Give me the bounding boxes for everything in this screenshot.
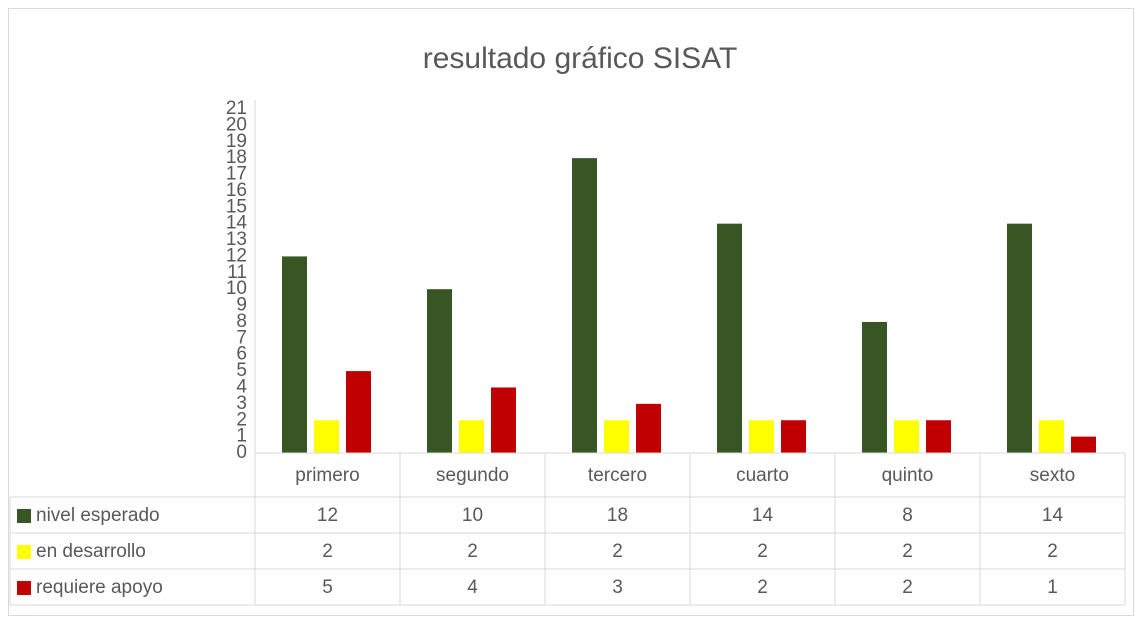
- table-value: 5: [322, 577, 333, 598]
- table-value: 14: [752, 505, 774, 526]
- table-value: 2: [467, 541, 478, 562]
- table-value: 18: [607, 505, 628, 526]
- table-value: 1: [1047, 577, 1058, 598]
- y-tick-label: 5: [236, 360, 247, 381]
- bar: [926, 420, 951, 453]
- bar: [491, 387, 516, 453]
- y-tick-label: 21: [226, 98, 247, 119]
- legend-label: requiere apoyo: [36, 577, 163, 598]
- y-tick-label: 4: [236, 376, 247, 397]
- y-tick-label: 16: [226, 180, 247, 201]
- y-tick-label: 20: [226, 114, 247, 135]
- legend-label: nivel esperado: [36, 505, 160, 526]
- bar: [1007, 223, 1032, 453]
- bar: [459, 420, 484, 453]
- table-value: 12: [317, 505, 338, 526]
- table-value: 2: [902, 541, 913, 562]
- bar: [1039, 420, 1064, 453]
- y-tick-label: 2: [236, 409, 247, 430]
- y-tick-label: 0: [236, 442, 247, 463]
- bar: [427, 289, 452, 453]
- table-value: 2: [322, 541, 333, 562]
- y-tick-label: 9: [236, 295, 247, 316]
- chart-title: resultado gráfico SISAT: [423, 42, 738, 75]
- bar: [314, 420, 339, 453]
- y-tick-label: 14: [226, 213, 248, 234]
- x-tick-label: sexto: [1030, 465, 1075, 486]
- y-tick-label: 8: [236, 311, 247, 332]
- y-tick-label: 12: [226, 245, 247, 266]
- bar: [636, 403, 661, 453]
- y-tick-label: 19: [226, 131, 247, 152]
- y-tick-label: 18: [226, 147, 247, 168]
- x-tick-label: quinto: [882, 465, 934, 486]
- table-value: 3: [612, 577, 623, 598]
- y-tick-label: 1: [236, 426, 247, 447]
- x-tick-label: segundo: [436, 465, 509, 486]
- bar: [572, 158, 597, 453]
- bar: [781, 420, 806, 453]
- bar: [749, 420, 774, 453]
- y-tick-label: 10: [226, 278, 247, 299]
- x-tick-label: tercero: [588, 465, 647, 486]
- y-tick-label: 11: [227, 262, 247, 283]
- legend-swatch: [17, 545, 31, 559]
- bar: [717, 223, 742, 453]
- chart-frame: [8, 8, 1134, 616]
- table-value: 2: [757, 541, 768, 562]
- legend-swatch: [17, 509, 31, 523]
- table-value: 2: [902, 577, 913, 598]
- bar: [862, 321, 887, 453]
- table-value: 14: [1042, 505, 1064, 526]
- bar: [346, 371, 371, 453]
- table-value: 2: [612, 541, 623, 562]
- y-tick-label: 17: [226, 164, 247, 185]
- legend-swatch: [17, 581, 31, 595]
- y-tick-label: 15: [226, 196, 247, 217]
- table-value: 2: [757, 577, 768, 598]
- table-value: 2: [1047, 541, 1058, 562]
- legend-label: en desarrollo: [36, 541, 146, 562]
- bar: [282, 256, 307, 453]
- y-tick-label: 13: [226, 229, 247, 250]
- x-tick-label: primero: [295, 465, 359, 486]
- table-value: 8: [902, 505, 913, 526]
- bar: [894, 420, 919, 453]
- table-value: 10: [462, 505, 483, 526]
- y-tick-label: 7: [236, 327, 247, 348]
- y-tick-label: 6: [236, 344, 247, 365]
- x-tick-label: cuarto: [736, 465, 789, 486]
- bar: [1071, 436, 1096, 453]
- table-value: 4: [467, 577, 478, 598]
- bar: [604, 420, 629, 453]
- y-tick-label: 3: [236, 393, 247, 414]
